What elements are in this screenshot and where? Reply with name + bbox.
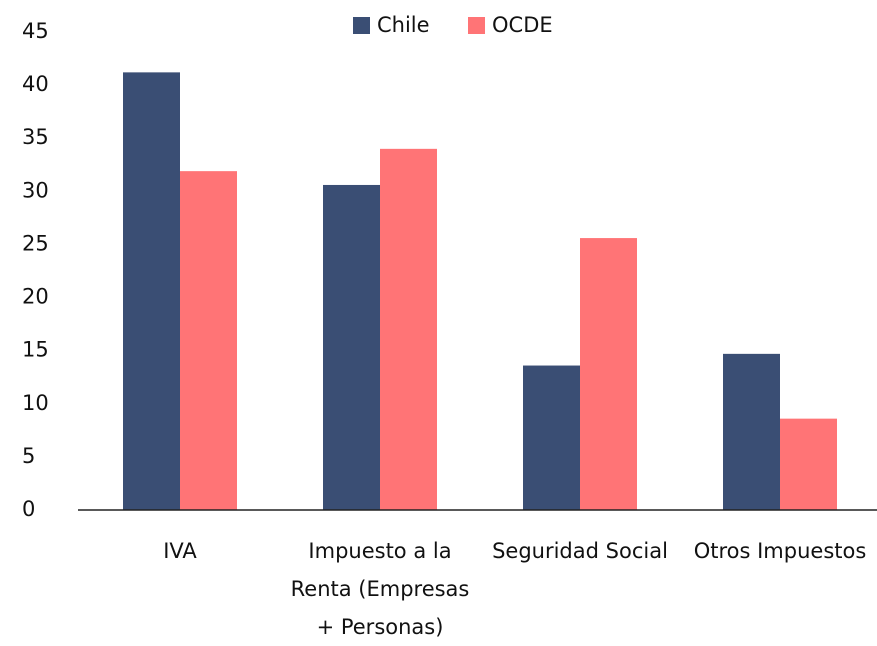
legend-label: OCDE [492, 13, 553, 37]
legend-label: Chile [377, 13, 430, 37]
y-tick-label: 45 [22, 19, 49, 43]
y-tick-label: 15 [22, 338, 49, 362]
legend-swatch [468, 17, 485, 34]
y-tick-label: 25 [22, 231, 49, 255]
y-tick-label: 35 [22, 125, 49, 149]
y-tick-label: 10 [22, 391, 49, 415]
bar [380, 148, 437, 510]
y-tick-label: 20 [22, 285, 49, 309]
bar [723, 353, 780, 510]
y-tick-label: 30 [22, 178, 49, 202]
x-tick-label: IVA [163, 539, 197, 563]
bar [780, 418, 837, 510]
y-tick-label: 0 [22, 497, 35, 521]
x-tick-label: Impuesto a la Renta (Empresas + Personas… [290, 539, 470, 639]
x-tick-label: Seguridad Social [492, 539, 668, 563]
bar [323, 184, 380, 510]
bar [180, 171, 237, 510]
y-tick-label: 5 [22, 444, 35, 468]
legend-swatch [353, 17, 370, 34]
y-tick-label: 40 [22, 72, 49, 96]
bar [523, 365, 580, 510]
x-tick-label: Otros Impuestos [693, 539, 867, 563]
bar [580, 238, 637, 510]
bar [123, 72, 180, 510]
